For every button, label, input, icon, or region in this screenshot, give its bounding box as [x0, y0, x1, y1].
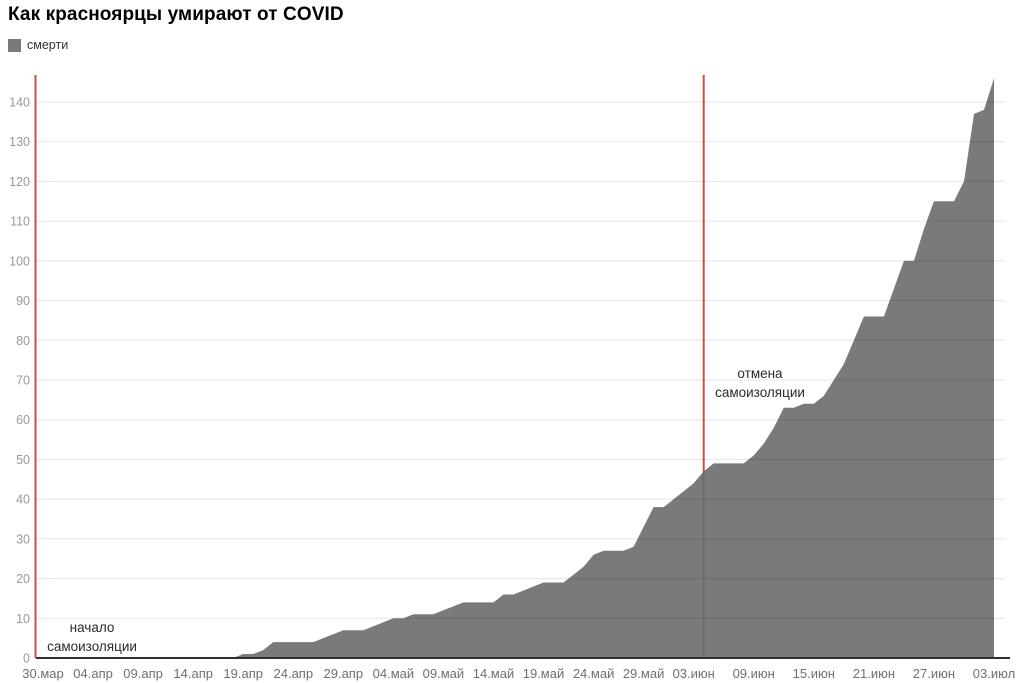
y-tick-label: 30	[16, 532, 30, 546]
x-tick-label: 04.май	[373, 666, 415, 681]
y-tick-label: 40	[16, 493, 30, 507]
deaths-area-series	[36, 78, 994, 658]
x-tick-label: 03.июн	[673, 666, 715, 681]
annotation-line: начало	[69, 620, 115, 635]
page-title: Как красноярцы умирают от COVID	[8, 4, 344, 25]
y-tick-label: 140	[9, 96, 30, 110]
y-tick-label: 60	[16, 413, 30, 427]
x-tick-label: 19.май	[523, 666, 565, 681]
x-tick-label: 30.мар	[22, 666, 63, 681]
x-tick-label: 27.июн	[913, 666, 955, 681]
y-tick-label: 130	[9, 135, 30, 149]
y-tick-label: 100	[9, 254, 30, 268]
y-tick-label: 20	[16, 572, 30, 586]
legend-swatch-icon	[8, 38, 21, 52]
x-tick-label: 14.май	[473, 666, 515, 681]
y-tick-label: 110	[10, 215, 30, 229]
y-tick-label: 90	[16, 294, 30, 308]
x-tick-label: 15.июн	[793, 666, 835, 681]
x-tick-label: 04.апр	[73, 666, 113, 681]
x-axis-line	[36, 657, 1010, 659]
x-tick-label: 21.июн	[853, 666, 895, 681]
annotation-line: отмена	[737, 366, 783, 381]
x-tick-label: 09.июн	[733, 666, 775, 681]
y-tick-label: 80	[16, 334, 30, 348]
x-tick-label: 09.апр	[123, 666, 163, 681]
annotation-end-of-isolation: отмена самоизоляции	[706, 364, 814, 402]
x-tick-label: 09.май	[423, 666, 465, 681]
legend: смерти	[8, 38, 68, 52]
x-tick-label: 29.апр	[324, 666, 364, 681]
y-tick-label: 120	[9, 175, 30, 189]
x-tick-label: 19.апр	[223, 666, 263, 681]
y-tick-label: 50	[16, 453, 30, 467]
x-tick-label: 29.май	[623, 666, 665, 681]
x-tick-label: 14.апр	[173, 666, 213, 681]
x-tick-label: 03.июл	[973, 666, 1015, 681]
y-tick-label: 0	[23, 652, 30, 666]
y-tick-label: 10	[16, 612, 30, 626]
y-tick-label: 70	[16, 374, 30, 388]
x-tick-label: 24.апр	[274, 666, 314, 681]
annotation-line: самоизоляции	[715, 385, 805, 401]
annotation-start-of-isolation: начало самоизоляции	[36, 618, 148, 656]
annotation-line: самоизоляции	[47, 639, 137, 655]
x-tick-label: 24.май	[573, 666, 615, 681]
legend-label: смерти	[27, 38, 69, 52]
